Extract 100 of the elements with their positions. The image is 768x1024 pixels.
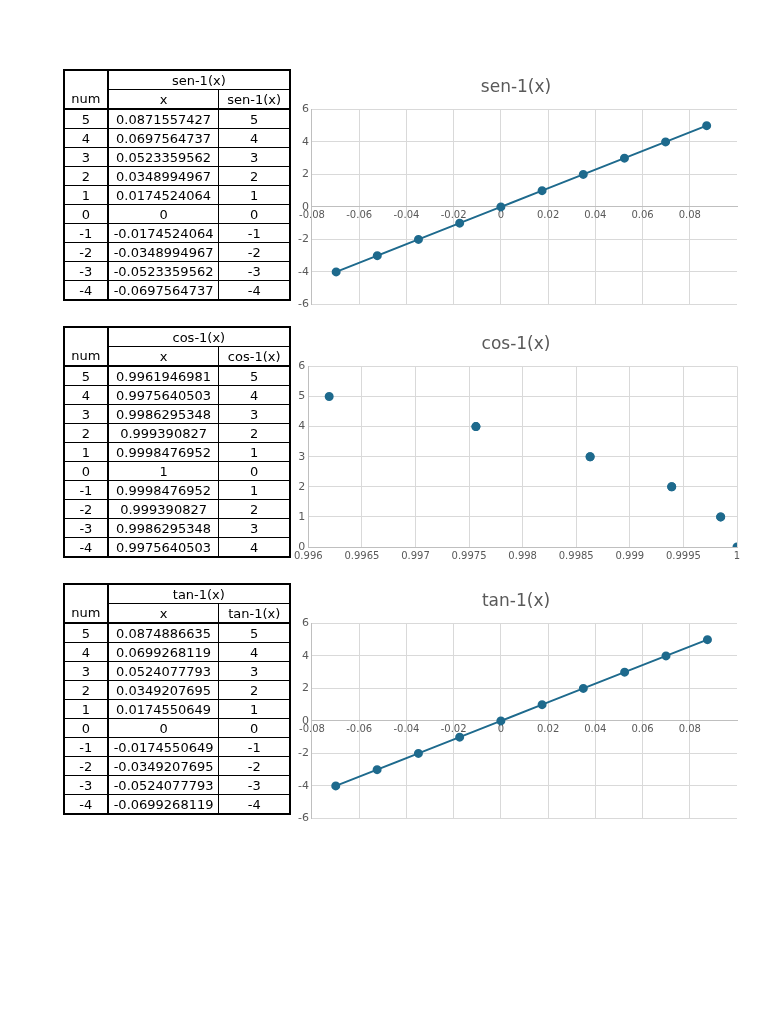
data-label: -0.0697564737 [107, 280, 219, 300]
y-tick-label: 4 [64, 642, 108, 662]
x-tick-label: 0.999 [615, 549, 645, 561]
chart-title: sen-1(x) [480, 75, 552, 96]
x-tick-label: -0.06 [346, 209, 373, 221]
y-tick-label: 4 [64, 385, 108, 405]
y-tick-label: 6 [301, 102, 309, 116]
data-label: -0.0349207695 [107, 756, 219, 776]
y-tick-label: 4 [298, 419, 306, 433]
chart-title: sen-1(x) [107, 70, 290, 90]
y-tick-label: -1 [64, 223, 108, 243]
x-tick-label: 0.02 [536, 209, 560, 221]
data-label: 0.9998476952 [107, 442, 219, 462]
x-tick-label: -0.08 [299, 723, 325, 735]
y-tick-label: -6 [298, 811, 309, 825]
data-label: -0.0524077793 [107, 775, 219, 795]
data-label: 2 [218, 166, 290, 186]
y-tick-label: -2 [64, 756, 108, 776]
data-label: 0.999390827 [107, 423, 219, 443]
y-tick-label: 3 [64, 147, 108, 167]
data-label: 0.0174524064 [107, 185, 219, 205]
data-label: 0.9986295348 [107, 518, 219, 538]
chart-title: tan-1(x) [107, 584, 290, 604]
data-label: 0.9986295348 [107, 404, 219, 424]
y-tick-label: 1 [64, 442, 108, 462]
y-tick-label: 5 [64, 623, 108, 643]
y-tick-label: 1 [64, 185, 108, 205]
data-label: -0.0174550649 [107, 737, 219, 757]
y-tick-label: 3 [64, 661, 108, 681]
chart-title: cos-1(x) [481, 332, 551, 353]
data-label: 5 [218, 623, 290, 643]
data-label: 2 [218, 423, 290, 443]
data-label: -4 [218, 280, 290, 300]
x-tick-label: 0.08 [678, 209, 701, 221]
x-tick-label: 0.02 [536, 723, 560, 735]
y-tick-label: 2 [298, 479, 306, 493]
data-label: 0.0871557427 [107, 109, 219, 129]
y-tick-label: -1 [64, 480, 108, 500]
x-tick-label: -0.04 [393, 209, 420, 221]
y-axis-title: num [64, 603, 108, 623]
data-label: 0.0697564737 [107, 128, 219, 148]
data-label: 0.999390827 [107, 499, 219, 519]
data-label: 2 [218, 499, 290, 519]
data-label: -0.0699268119 [107, 794, 219, 814]
y-tick-label: 1 [298, 509, 306, 523]
data-label: 0.0874886635 [107, 623, 219, 643]
y-axis-title: num [64, 346, 108, 366]
data-label: 3 [218, 404, 290, 424]
data-label: -2 [218, 756, 290, 776]
data-label: 0.0348994967 [107, 166, 219, 186]
x-tick-label: 0.997 [401, 549, 430, 561]
y-tick-label: -2 [64, 499, 108, 519]
y-tick-label: 5 [64, 109, 108, 129]
x-tick-label: 1 [733, 549, 741, 561]
x-tick-label: x [107, 346, 219, 366]
y-tick-label: 2 [64, 166, 108, 186]
data-label: 0.0524077793 [107, 661, 219, 681]
y-tick-label: -4 [64, 280, 108, 300]
x-tick-label: 0.08 [678, 723, 701, 735]
x-tick-label: 0.9985 [558, 549, 594, 561]
data-label: 0.0699268119 [107, 642, 219, 662]
y-tick-label: -1 [64, 737, 108, 757]
data-label: 3 [218, 147, 290, 167]
y-tick-label: 6 [301, 616, 309, 630]
x-tick-label: -0.06 [346, 723, 373, 735]
y-tick-label: -3 [64, 261, 108, 281]
data-label: 0.9975640503 [107, 537, 219, 557]
data-label: 1 [218, 480, 290, 500]
y-tick-label: 3 [298, 449, 306, 463]
y-tick-label: -6 [298, 297, 309, 311]
data-label: 0.0174550649 [107, 699, 219, 719]
y-tick-label: 5 [298, 389, 306, 403]
x-tick-label: x [107, 603, 219, 623]
y-tick-label: 4 [64, 128, 108, 148]
data-label: 1 [218, 185, 290, 205]
data-label: -2 [218, 242, 290, 262]
x-tick-label: 0.9995 [665, 549, 701, 561]
data-label: -1 [218, 737, 290, 757]
data-label: 5 [218, 109, 290, 129]
x-tick-label: 0.998 [508, 549, 537, 561]
data-label: 0.0349207695 [107, 680, 219, 700]
y-tick-label: -2 [64, 242, 108, 262]
y-tick-label: 2 [301, 167, 309, 181]
data-label: 1 [218, 699, 290, 719]
y-tick-label: 3 [64, 404, 108, 424]
x-tick-label: x [107, 89, 219, 109]
chart-title: tan-1(x) [481, 589, 551, 610]
data-label: 3 [218, 518, 290, 538]
x-tick-label: 0.04 [584, 723, 607, 735]
data-label: 0.9998476952 [107, 480, 219, 500]
data-label: 5 [218, 366, 290, 386]
data-label: 1 [218, 442, 290, 462]
y-tick-label: 2 [64, 680, 108, 700]
data-label: -0.0174524064 [107, 223, 219, 243]
x-tick-label: 0.06 [631, 209, 654, 221]
data-label: 1 [107, 461, 219, 481]
x-tick-label: 0.06 [631, 723, 654, 735]
chart-title: cos-1(x) [107, 327, 290, 347]
y-tick-label: -3 [64, 775, 108, 795]
data-label: -0.0523359562 [107, 261, 219, 281]
